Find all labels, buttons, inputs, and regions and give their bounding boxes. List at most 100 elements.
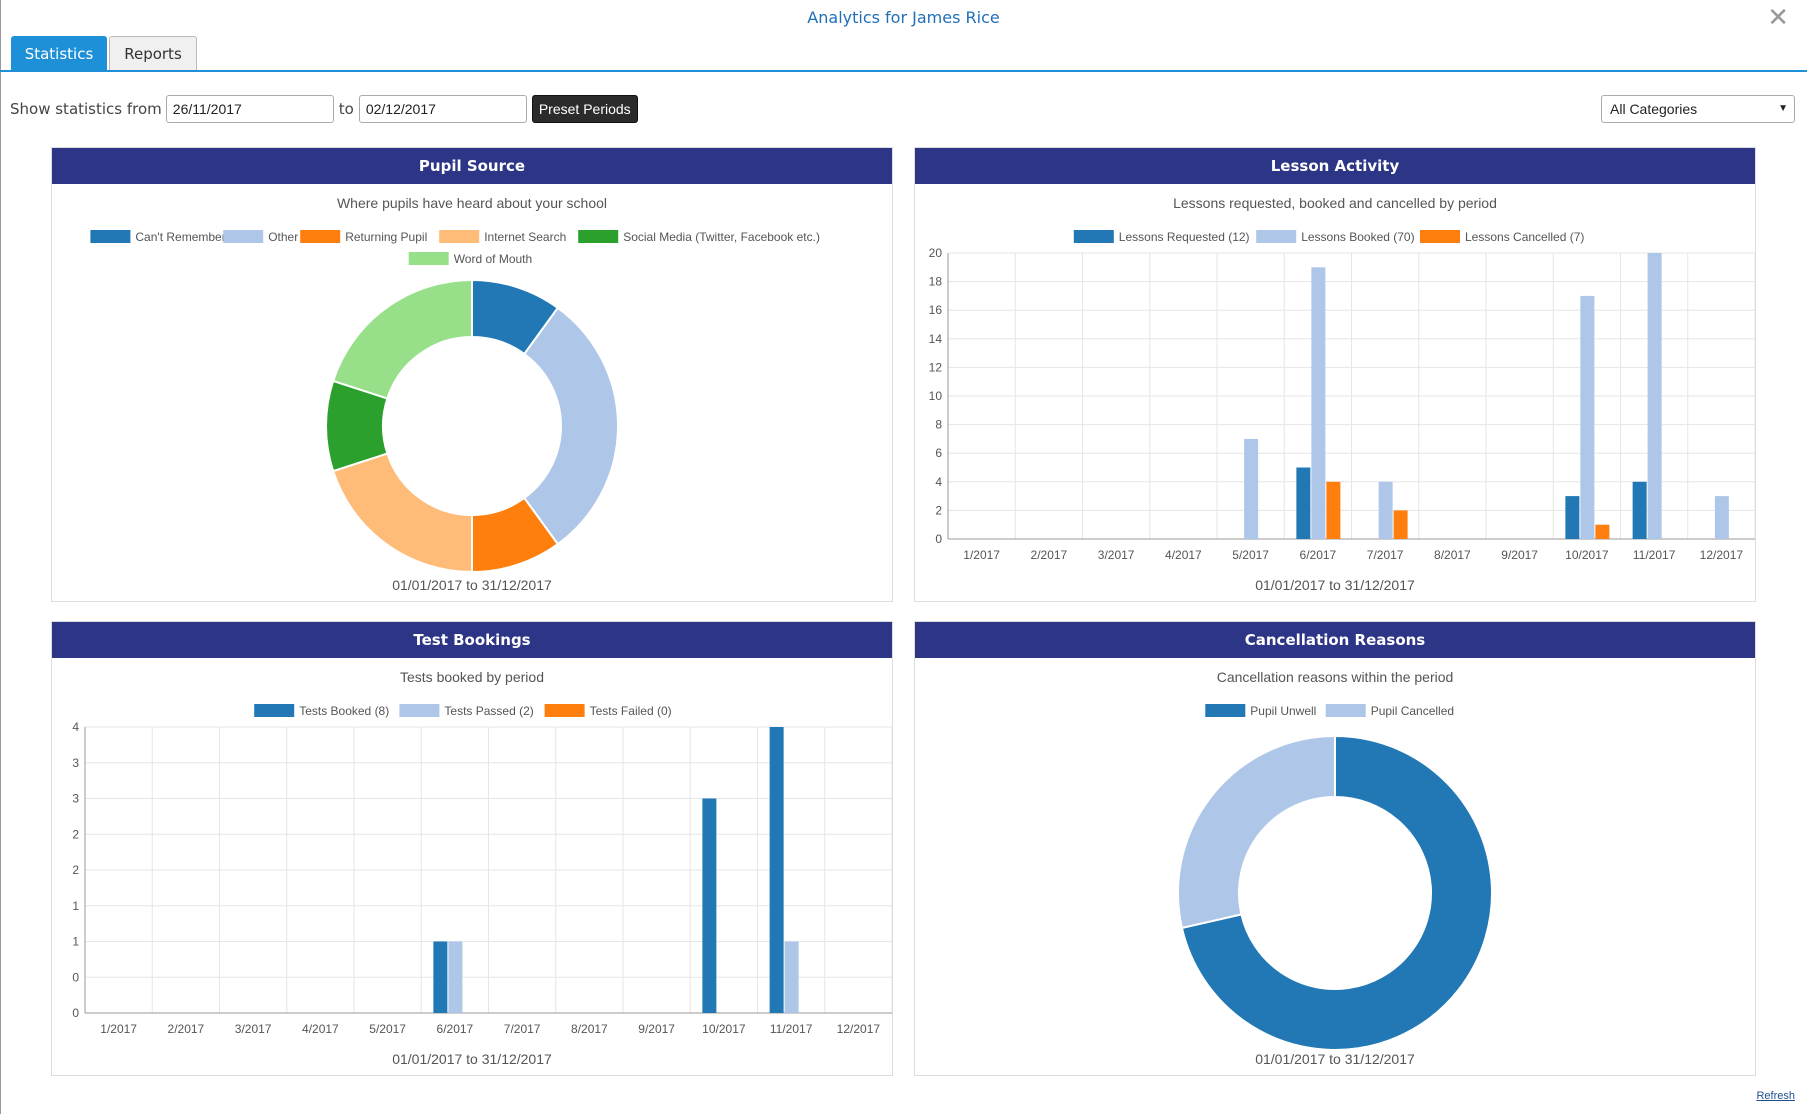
donut-slice[interactable] xyxy=(522,306,619,546)
x-tick-label: 9/2017 xyxy=(638,1022,675,1036)
y-tick-label: 2 xyxy=(72,827,79,841)
legend-label: Internet Search xyxy=(484,230,566,244)
legend-swatch xyxy=(408,252,449,265)
legend-label: Other xyxy=(268,230,298,244)
tab-bar: Statistics Reports xyxy=(11,36,197,70)
donut-slice[interactable] xyxy=(331,278,473,400)
y-tick-label: 3 xyxy=(72,792,79,806)
bar[interactable] xyxy=(702,798,717,1014)
x-tick-label: 3/2017 xyxy=(235,1022,272,1036)
bar[interactable] xyxy=(1378,481,1393,539)
chart-plot xyxy=(325,278,619,574)
legend-label: Social Media (Twitter, Facebook etc.) xyxy=(623,230,820,244)
window-title: Analytics for James Rice xyxy=(807,8,1000,27)
panel-title: Pupil Source xyxy=(52,148,892,184)
x-tick-label: 1/2017 xyxy=(100,1022,137,1036)
window-border xyxy=(0,0,1,1114)
bar[interactable] xyxy=(769,727,784,1013)
pupil-source-chart: Where pupils have heard about your schoo… xyxy=(90,195,820,593)
legend-label: Returning Pupil xyxy=(345,230,427,244)
y-tick-label: 0 xyxy=(935,532,942,546)
chart-subtitle: Where pupils have heard about your schoo… xyxy=(337,195,607,211)
panel-cancellation-reasons: Cancellation Reasons Cancellation reason… xyxy=(914,621,1756,1076)
preset-periods-button[interactable]: Preset Periods xyxy=(531,95,638,123)
legend-swatch xyxy=(1256,230,1297,243)
y-tick-label: 14 xyxy=(929,332,943,346)
x-tick-label: 10/2017 xyxy=(702,1022,746,1036)
y-tick-label: 2 xyxy=(935,503,942,517)
legend-label: Tests Booked (8) xyxy=(299,704,389,718)
bar[interactable] xyxy=(433,941,448,1014)
x-tick-label: 11/2017 xyxy=(1633,548,1676,562)
y-tick-label: 1 xyxy=(72,899,79,913)
chart-plot: 0 2 4 6 8 10 12 14 16 18 20 1/2017 2/2017 3/2017 4/201… xyxy=(929,246,1755,562)
donut-slice[interactable] xyxy=(1180,734,1493,1051)
chart-period: 01/01/2017 to 31/12/2017 xyxy=(392,577,552,593)
category-select-value: All Categories xyxy=(1610,101,1698,117)
legend-swatch xyxy=(439,230,480,243)
x-tick-label: 11/2017 xyxy=(770,1022,813,1036)
y-tick-label: 3 xyxy=(72,756,79,770)
legend-label: Tests Passed (2) xyxy=(444,704,533,718)
tab-divider xyxy=(0,70,1807,72)
close-icon[interactable]: ✕ xyxy=(1767,2,1789,32)
y-tick-label: 18 xyxy=(929,275,943,289)
x-tick-label: 9/2017 xyxy=(1501,548,1538,562)
date-filter: Show statistics from to Preset Periods xyxy=(10,95,638,123)
panel-title: Lesson Activity xyxy=(915,148,1755,184)
legend-swatch xyxy=(578,230,619,243)
refresh-link[interactable]: Refresh xyxy=(1756,1090,1795,1102)
y-tick-label: 10 xyxy=(929,389,943,403)
chart-plot xyxy=(1177,734,1493,1051)
legend-swatch xyxy=(1073,230,1114,243)
bar[interactable] xyxy=(1632,481,1647,539)
chart-legend: Can't Remember Other Returning Pupil Intern… xyxy=(90,230,820,266)
panel-test-bookings: Test Bookings Tests booked by period Tes… xyxy=(51,621,893,1076)
donut-slice[interactable] xyxy=(1177,734,1336,930)
chart-subtitle: Tests booked by period xyxy=(400,669,544,685)
bar[interactable] xyxy=(1393,510,1408,539)
legend-label: Tests Failed (0) xyxy=(590,704,672,718)
chart-period: 01/01/2017 to 31/12/2017 xyxy=(1255,1051,1415,1067)
y-tick-label: 0 xyxy=(72,970,79,984)
x-tick-label: 5/2017 xyxy=(369,1022,406,1036)
bar[interactable] xyxy=(784,941,799,1014)
legend-label: Can't Remember xyxy=(135,230,225,244)
panel-title: Test Bookings xyxy=(52,622,892,658)
bar[interactable] xyxy=(1595,524,1610,539)
y-tick-label: 1 xyxy=(72,935,79,949)
y-tick-label: 8 xyxy=(935,418,942,432)
bar[interactable] xyxy=(1647,253,1662,539)
to-label: to xyxy=(338,100,354,118)
legend-swatch xyxy=(1325,704,1366,717)
x-tick-label: 10/2017 xyxy=(1565,548,1609,562)
legend-swatch xyxy=(1420,230,1460,243)
chart-legend: Lessons Requested (12) Lessons Booked (70… xyxy=(1073,230,1584,244)
dropdown-arrow-icon: ▼ xyxy=(1778,103,1788,114)
date-to-input[interactable] xyxy=(358,95,527,123)
tab-statistics[interactable]: Statistics xyxy=(11,36,107,70)
x-tick-label: 8/2017 xyxy=(1434,548,1471,562)
category-select[interactable]: All Categories ▼ xyxy=(1601,95,1795,123)
bar[interactable] xyxy=(1296,467,1311,540)
bar[interactable] xyxy=(1580,295,1595,539)
x-tick-label: 2/2017 xyxy=(168,1022,205,1036)
bar[interactable] xyxy=(1326,481,1341,539)
tab-reports[interactable]: Reports xyxy=(109,36,197,70)
date-from-input[interactable] xyxy=(165,95,334,123)
x-tick-label: 8/2017 xyxy=(571,1022,608,1036)
bar[interactable] xyxy=(1244,438,1259,539)
legend-label: Lessons Cancelled (7) xyxy=(1465,230,1584,244)
y-tick-label: 4 xyxy=(935,475,942,489)
bar[interactable] xyxy=(448,941,463,1014)
legend-swatch xyxy=(1205,704,1246,717)
donut-slice[interactable] xyxy=(331,452,473,574)
bar[interactable] xyxy=(1714,496,1729,539)
bar[interactable] xyxy=(1565,496,1580,539)
legend-swatch xyxy=(223,230,264,243)
x-tick-label: 6/2017 xyxy=(1300,548,1337,562)
x-tick-label: 5/2017 xyxy=(1232,548,1269,562)
y-tick-label: 16 xyxy=(929,303,943,317)
chart-legend: Tests Booked (8) Tests Passed (2) Tests Fa… xyxy=(254,704,672,718)
bar[interactable] xyxy=(1311,267,1326,539)
